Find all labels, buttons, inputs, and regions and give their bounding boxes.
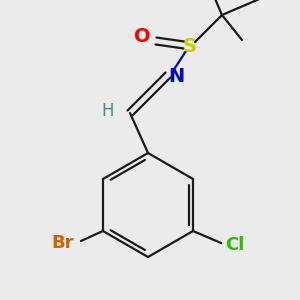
Text: O: O <box>134 28 150 46</box>
Text: H: H <box>102 102 114 120</box>
Text: Br: Br <box>52 234 74 252</box>
Text: Cl: Cl <box>225 236 245 254</box>
Text: S: S <box>183 38 197 56</box>
Text: N: N <box>168 68 184 86</box>
